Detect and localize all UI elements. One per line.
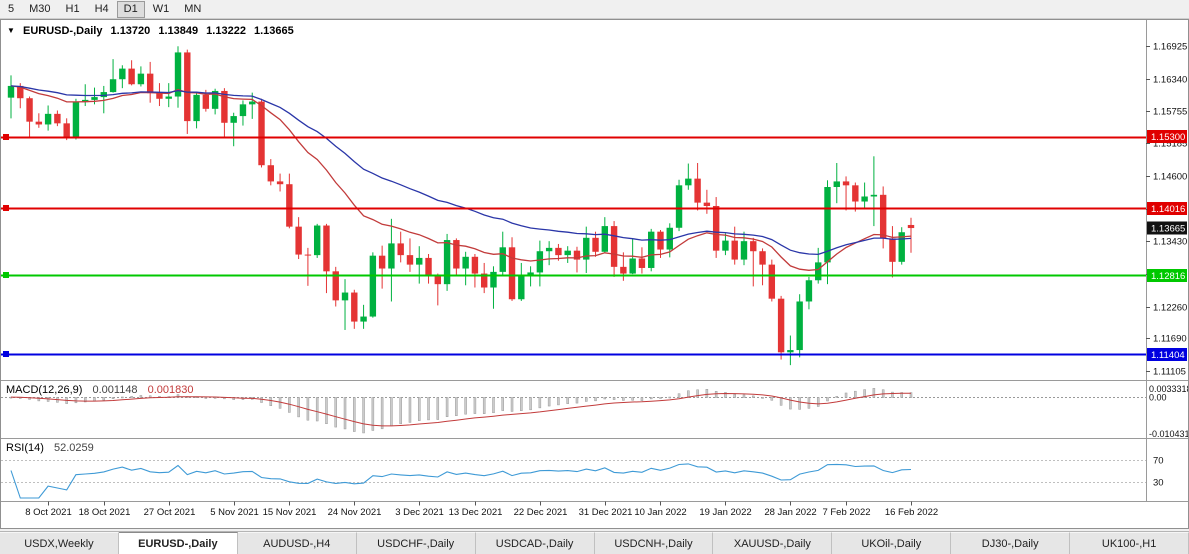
svg-text:1.12816: 1.12816 bbox=[1151, 271, 1185, 282]
tab-ukoil-daily[interactable]: UKOil-,Daily bbox=[832, 532, 952, 554]
svg-text:3 Dec 2021: 3 Dec 2021 bbox=[395, 507, 444, 518]
tab-xauusd-daily[interactable]: XAUUSD-,Daily bbox=[713, 532, 833, 554]
tab-usdcad-daily[interactable]: USDCAD-,Daily bbox=[475, 532, 595, 554]
rsi-label: RSI(14) bbox=[6, 442, 44, 454]
low-value: 1.13222 bbox=[206, 25, 246, 37]
svg-text:18 Oct 2021: 18 Oct 2021 bbox=[79, 507, 131, 518]
svg-text:7 Feb 2022: 7 Feb 2022 bbox=[822, 507, 870, 518]
candles-layer bbox=[7, 46, 915, 366]
axes-layer bbox=[1, 20, 1188, 502]
open-value: 1.13720 bbox=[110, 25, 151, 37]
svg-text:1.16340: 1.16340 bbox=[1153, 75, 1187, 86]
tab-eurusd-daily[interactable]: EURUSD-,Daily bbox=[118, 532, 238, 554]
svg-text:1.11690: 1.11690 bbox=[1153, 334, 1187, 345]
svg-text:31 Dec 2021: 31 Dec 2021 bbox=[579, 507, 633, 518]
macd-main-value: 0.001148 bbox=[92, 384, 138, 396]
price-axis[interactable]: 1.16925 1.16340 1.15755 1.15185 1.14600 1.140… bbox=[25, 42, 1187, 519]
chart-ohlc-header: ▼ EURUSD-,Daily 1.13720 1.13849 1.13222 … bbox=[7, 25, 299, 37]
symbol-timeframe-label: EURUSD-,Daily bbox=[22, 25, 103, 37]
tab-audusd-h4[interactable]: AUDUSD-,H4 bbox=[237, 532, 357, 554]
timeframe-button-5[interactable]: 5 bbox=[8, 2, 15, 15]
svg-text:15 Nov 2021: 15 Nov 2021 bbox=[263, 507, 317, 518]
chart-tabs: USDX,Weekly EURUSD-,Daily AUDUSD-,H4 USDCHF… bbox=[0, 531, 1189, 554]
macd-label: MACD(12,26,9) bbox=[6, 384, 83, 396]
chart-collapse-icon[interactable]: ▼ bbox=[7, 26, 15, 35]
svg-text:1.13665: 1.13665 bbox=[1151, 224, 1185, 235]
close-value: 1.13665 bbox=[254, 25, 294, 37]
tab-usdx-weekly[interactable]: USDX,Weekly bbox=[0, 532, 119, 554]
timeframe-toolbar: 5 M30 H1 H4 D1 W1 MN bbox=[0, 0, 1189, 19]
svg-text:1.14016: 1.14016 bbox=[1151, 204, 1185, 215]
timeframe-button-w1[interactable]: W1 bbox=[152, 2, 170, 15]
svg-text:5 Nov 2021: 5 Nov 2021 bbox=[210, 507, 259, 518]
svg-text:8 Oct 2021: 8 Oct 2021 bbox=[25, 507, 71, 518]
svg-text:27 Oct 2021: 27 Oct 2021 bbox=[144, 507, 196, 518]
tab-uk100-h1[interactable]: UK100-,H1 bbox=[1070, 532, 1189, 554]
svg-text:28 Jan 2022: 28 Jan 2022 bbox=[764, 507, 816, 518]
svg-text:1.11105: 1.11105 bbox=[1153, 367, 1186, 378]
moving-averages-layer bbox=[10, 85, 912, 271]
svg-text:1.14600: 1.14600 bbox=[1153, 172, 1187, 183]
svg-text:16 Feb 2022: 16 Feb 2022 bbox=[885, 507, 938, 518]
macd-header: MACD(12,26,9) 0.001148 0.001830 bbox=[6, 384, 194, 396]
hline-handle[interactable] bbox=[3, 351, 9, 357]
macd-signal-value: 0.001830 bbox=[147, 384, 194, 396]
svg-text:-0.0104318: -0.0104318 bbox=[1149, 429, 1188, 439]
tab-usdchf-daily[interactable]: USDCHF-,Daily bbox=[356, 532, 476, 554]
svg-text:1.15755: 1.15755 bbox=[1153, 107, 1187, 118]
timeframe-button-d1[interactable]: D1 bbox=[116, 0, 145, 18]
svg-text:70: 70 bbox=[1153, 456, 1164, 467]
svg-text:0.00: 0.00 bbox=[1149, 393, 1167, 403]
svg-text:1.12260: 1.12260 bbox=[1153, 303, 1187, 314]
svg-text:19 Jan 2022: 19 Jan 2022 bbox=[699, 507, 751, 518]
rsi-value: 52.0259 bbox=[53, 442, 94, 454]
tab-usdcnh-daily[interactable]: USDCNH-,Daily bbox=[594, 532, 714, 554]
timeframe-button-mn[interactable]: MN bbox=[184, 2, 202, 15]
svg-text:13 Dec 2021: 13 Dec 2021 bbox=[449, 507, 503, 518]
hline-handle[interactable] bbox=[3, 134, 9, 140]
timeframe-button-h1[interactable]: H1 bbox=[65, 2, 80, 15]
svg-text:10 Jan 2022: 10 Jan 2022 bbox=[634, 507, 686, 518]
timeframe-button-h4[interactable]: H4 bbox=[94, 2, 109, 15]
svg-text:24 Nov 2021: 24 Nov 2021 bbox=[328, 507, 382, 518]
hline-handle[interactable] bbox=[3, 272, 9, 278]
tab-dj30-daily[interactable]: DJ30-,Daily bbox=[951, 532, 1071, 554]
svg-text:30: 30 bbox=[1153, 478, 1164, 489]
hline-handle[interactable] bbox=[3, 205, 9, 211]
svg-text:1.16925: 1.16925 bbox=[1153, 42, 1187, 53]
svg-text:1.13430: 1.13430 bbox=[1153, 237, 1187, 248]
svg-text:1.15185: 1.15185 bbox=[1153, 139, 1187, 150]
svg-text:22 Dec 2021: 22 Dec 2021 bbox=[514, 507, 568, 518]
svg-text:0.0033318: 0.0033318 bbox=[1149, 384, 1188, 394]
timeframe-button-m30[interactable]: M30 bbox=[29, 2, 51, 15]
svg-text:1.11404: 1.11404 bbox=[1151, 350, 1185, 361]
rsi-header: RSI(14) 52.0259 bbox=[6, 442, 94, 454]
svg-text:1.15300: 1.15300 bbox=[1151, 132, 1185, 143]
hline-objects-layer[interactable] bbox=[1, 134, 1146, 357]
high-value: 1.13849 bbox=[158, 25, 199, 37]
